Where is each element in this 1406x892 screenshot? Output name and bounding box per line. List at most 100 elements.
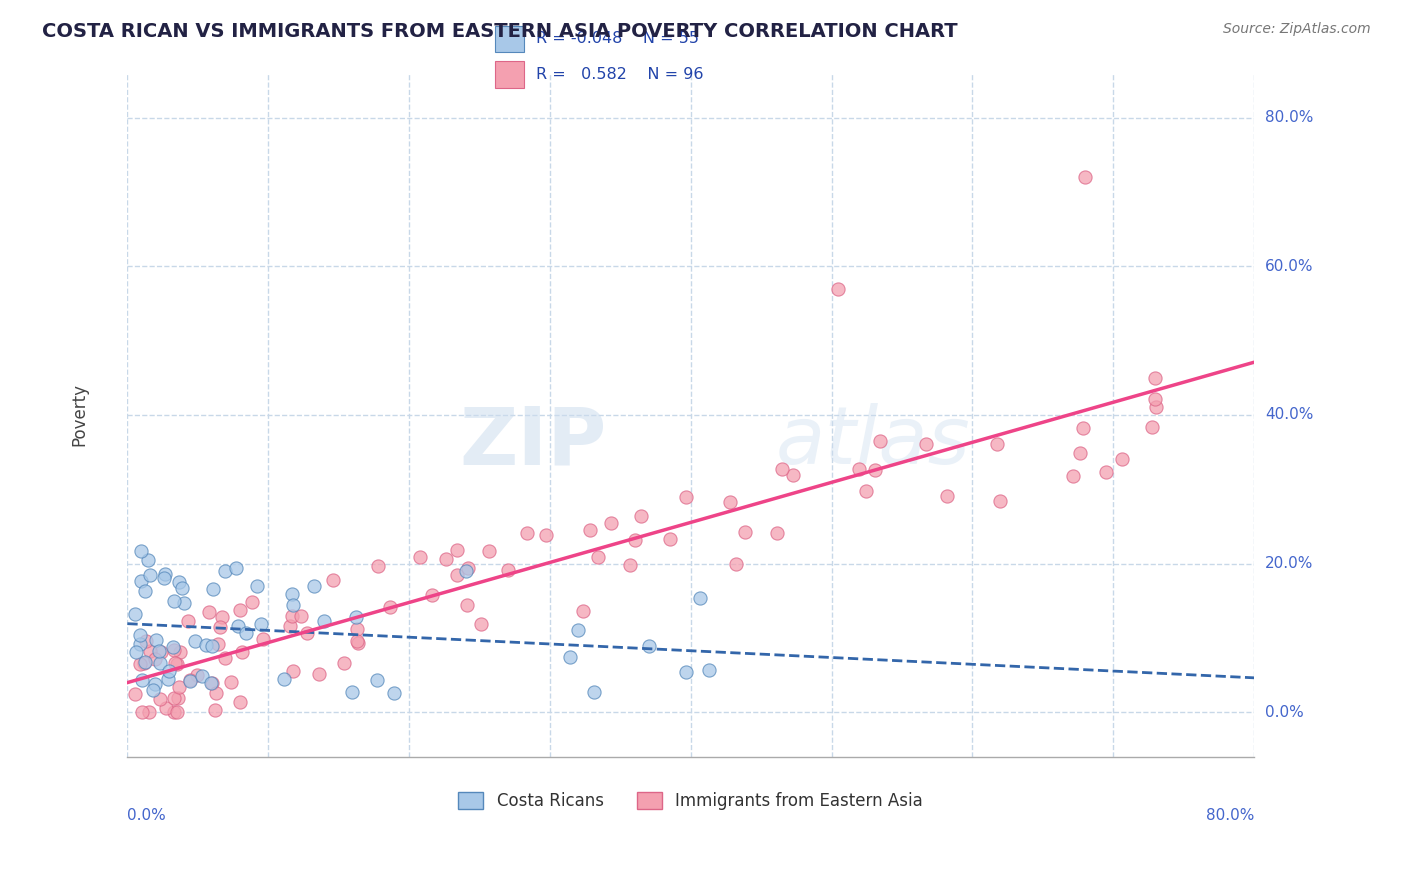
Point	[280, 587, 302, 601]
Point	[295, 626, 318, 640]
Point	[718, 495, 741, 509]
Point	[865, 462, 887, 476]
Point	[124, 688, 146, 702]
Point	[214, 564, 236, 578]
Point	[446, 568, 468, 582]
Point	[699, 663, 721, 677]
Point	[134, 656, 156, 670]
Point	[1071, 421, 1094, 435]
Point	[366, 673, 388, 687]
Point	[166, 657, 188, 672]
Point	[167, 680, 190, 694]
Point	[145, 652, 167, 666]
Point	[163, 594, 186, 608]
Point	[125, 645, 148, 659]
Point	[201, 640, 224, 654]
Point	[638, 639, 661, 653]
Point	[496, 563, 519, 577]
Point	[229, 602, 252, 616]
Point	[207, 637, 229, 651]
Point	[332, 656, 354, 670]
Point	[139, 644, 162, 658]
Text: 20.0%: 20.0%	[1265, 557, 1313, 571]
Point	[446, 543, 468, 558]
Point	[200, 676, 222, 690]
Point	[186, 668, 208, 682]
Point	[153, 566, 176, 581]
Point	[152, 571, 174, 585]
Point	[346, 623, 368, 637]
Point	[689, 591, 711, 606]
Point	[229, 696, 252, 710]
Point	[184, 634, 207, 648]
Point	[304, 579, 326, 593]
Point	[456, 564, 478, 578]
Point	[567, 623, 589, 637]
Legend: Costa Ricans, Immigrants from Eastern Asia: Costa Ricans, Immigrants from Eastern As…	[451, 786, 929, 817]
Point	[148, 644, 170, 658]
Point	[211, 610, 233, 624]
Point	[848, 461, 870, 475]
Point	[131, 673, 153, 687]
Text: 0.0%: 0.0%	[128, 808, 166, 823]
Point	[281, 609, 304, 624]
Point	[344, 609, 367, 624]
Point	[478, 543, 501, 558]
Point	[516, 525, 538, 540]
Text: R =   0.582    N = 96: R = 0.582 N = 96	[536, 67, 703, 82]
Point	[225, 560, 247, 574]
Point	[1143, 371, 1166, 385]
Point	[1111, 452, 1133, 467]
Point	[150, 645, 173, 659]
Point	[157, 665, 180, 679]
Point	[179, 673, 201, 687]
Text: 40.0%: 40.0%	[1265, 408, 1313, 423]
Point	[173, 597, 195, 611]
Point	[1062, 469, 1084, 483]
Point	[129, 574, 152, 589]
Text: ZIP: ZIP	[458, 403, 606, 482]
Point	[630, 509, 652, 524]
Point	[131, 706, 153, 720]
Point	[129, 637, 152, 651]
Point	[149, 657, 172, 671]
Point	[936, 489, 959, 503]
Point	[235, 625, 257, 640]
Point	[134, 583, 156, 598]
Point	[245, 579, 267, 593]
Point	[346, 636, 368, 650]
Point	[163, 643, 186, 657]
Point	[197, 605, 219, 619]
Point	[145, 677, 167, 691]
Point	[312, 615, 335, 629]
Point	[194, 639, 217, 653]
Point	[155, 701, 177, 715]
Point	[163, 706, 186, 720]
Point	[179, 674, 201, 689]
Point	[129, 544, 152, 558]
Point	[457, 560, 479, 574]
Point	[242, 595, 264, 609]
Point	[1140, 419, 1163, 434]
Text: atlas: atlas	[775, 403, 970, 482]
Point	[675, 665, 697, 680]
Point	[169, 575, 191, 590]
Point	[1074, 170, 1097, 185]
FancyBboxPatch shape	[495, 26, 523, 52]
Point	[231, 645, 253, 659]
Point	[281, 598, 304, 612]
Point	[273, 672, 295, 686]
Point	[170, 582, 193, 596]
Point	[322, 573, 344, 587]
Point	[869, 434, 891, 448]
Point	[190, 668, 212, 682]
Point	[163, 656, 186, 670]
Point	[766, 525, 789, 540]
Point	[600, 516, 623, 530]
Point	[145, 633, 167, 648]
Point	[124, 607, 146, 621]
Text: Poverty: Poverty	[70, 384, 89, 447]
Point	[214, 650, 236, 665]
Point	[135, 634, 157, 648]
Text: 0.0%: 0.0%	[1265, 705, 1303, 720]
